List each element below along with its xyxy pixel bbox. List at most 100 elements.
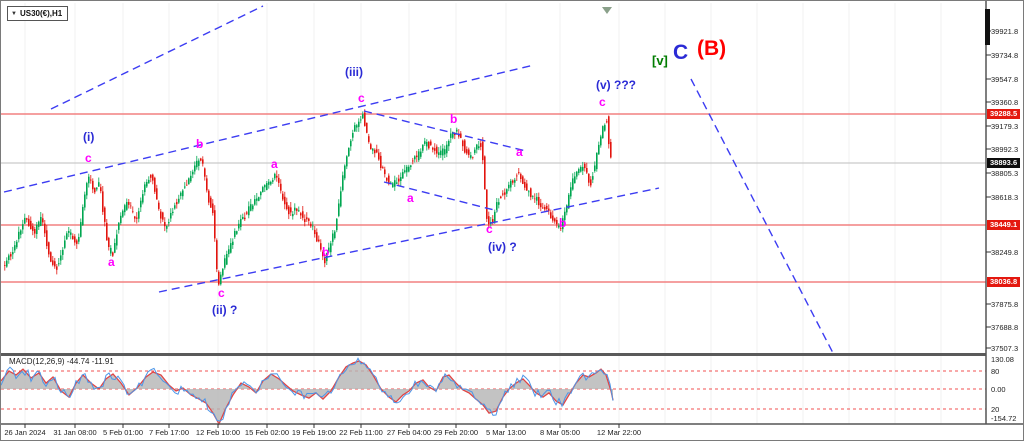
price-axis-label[interactable]: 37875.8: [991, 300, 1019, 309]
candle-body: [404, 170, 406, 173]
candle-body: [562, 218, 564, 230]
wave-annotation[interactable]: c: [85, 151, 92, 165]
candle-body: [286, 202, 288, 210]
candle-body: [430, 141, 432, 145]
macd-axis-label[interactable]: 20: [991, 405, 1000, 414]
candle-body: [494, 211, 496, 222]
candle-body: [412, 160, 414, 162]
candle-body: [204, 168, 206, 177]
candle-body: [578, 169, 580, 173]
candle-body: [4, 265, 6, 266]
wave-annotation[interactable]: a: [516, 145, 523, 159]
time-axis-label[interactable]: 15 Feb 02:00: [244, 428, 290, 437]
wave-annotation[interactable]: b: [559, 216, 567, 230]
candle-body: [198, 160, 200, 166]
time-axis-label[interactable]: 8 Mar 05:00: [539, 428, 581, 437]
time-axis-label[interactable]: 19 Feb 19:00: [291, 428, 337, 437]
wave-annotation[interactable]: c: [358, 91, 365, 105]
time-axis-label[interactable]: 22 Feb 11:00: [339, 428, 383, 437]
candle-body: [84, 194, 86, 208]
price-axis-label[interactable]: 38618.3: [991, 193, 1019, 202]
candle-body: [78, 237, 80, 242]
candle-body: [580, 167, 582, 172]
time-axis-label[interactable]: 29 Feb 20:00: [433, 428, 479, 437]
candle-body: [168, 222, 170, 224]
price-axis-label[interactable]: 38249.8: [991, 248, 1019, 257]
time-axis-label[interactable]: 5 Mar 13:00: [485, 428, 527, 437]
trendline[interactable]: [383, 181, 499, 212]
price-axis-label[interactable]: 39179.3: [991, 122, 1019, 131]
macd-histogram-fill: [1, 361, 613, 424]
time-axis-label[interactable]: 12 Feb 10:00: [195, 428, 241, 437]
symbol-selector[interactable]: ▼ US30(€),H1: [7, 6, 69, 21]
wave-annotation[interactable]: a: [271, 157, 278, 171]
candle-body: [572, 178, 574, 190]
candle-body: [238, 223, 240, 229]
wave-annotation[interactable]: b: [196, 137, 204, 151]
candle-body: [262, 187, 264, 192]
candle-body: [90, 179, 92, 181]
macd-axis-label[interactable]: 80: [991, 367, 1000, 376]
macd-axis-label[interactable]: 130.08: [991, 355, 1014, 364]
candle-body: [370, 144, 372, 150]
price-axis-label[interactable]: 37688.8: [991, 323, 1019, 332]
wave-annotation[interactable]: (B): [697, 37, 727, 60]
panel-separator[interactable]: [1, 353, 986, 356]
price-axis-label[interactable]: 39360.8: [991, 98, 1019, 107]
wave-annotation[interactable]: a: [108, 255, 115, 269]
time-axis-label[interactable]: 27 Feb 04:00: [386, 428, 432, 437]
price-axis-label[interactable]: 39921.8: [991, 27, 1019, 36]
candle-body: [384, 169, 386, 175]
candle-body: [470, 155, 472, 158]
wave-annotation[interactable]: [v]: [652, 53, 668, 68]
trendline[interactable]: [363, 110, 527, 152]
price-axis-label[interactable]: 39547.8: [991, 75, 1019, 84]
trendline[interactable]: [158, 187, 660, 293]
candle-body: [28, 218, 30, 226]
candle-body: [366, 122, 368, 133]
candle-body: [334, 231, 336, 239]
time-axis-label[interactable]: 5 Feb 01:00: [102, 428, 144, 437]
candle-body: [26, 218, 28, 220]
wave-annotation[interactable]: c: [599, 95, 606, 109]
wave-annotation[interactable]: (iii): [345, 65, 363, 79]
candle-body: [414, 156, 416, 160]
wave-annotation[interactable]: (v) ???: [596, 78, 636, 92]
price-axis-label[interactable]: 38992.3: [991, 145, 1019, 154]
candle-body: [56, 266, 58, 270]
candle-body: [432, 147, 434, 150]
trendline[interactable]: [50, 5, 264, 110]
wave-annotation[interactable]: c: [218, 286, 225, 300]
price-axis-label[interactable]: 37507.3: [991, 344, 1019, 353]
candle-body: [110, 247, 112, 254]
wave-annotation[interactable]: b: [322, 245, 330, 259]
time-axis-label[interactable]: 7 Feb 17:00: [148, 428, 190, 437]
trendline[interactable]: [3, 64, 535, 193]
time-axis-label[interactable]: 26 Jan 2024: [4, 428, 46, 437]
price-axis-label[interactable]: 38805.3: [991, 169, 1019, 178]
wave-annotation[interactable]: (iv) ?: [488, 240, 517, 254]
wave-annotation[interactable]: C: [673, 41, 689, 64]
price-axis-label[interactable]: 39734.8: [991, 51, 1019, 60]
time-axis-label[interactable]: 31 Jan 08:00: [53, 428, 97, 437]
macd-axis-label[interactable]: 0.00: [991, 385, 1006, 394]
candle-body: [272, 180, 274, 182]
wave-annotation[interactable]: b: [450, 112, 458, 126]
candle-body: [472, 157, 474, 158]
candle-body: [304, 219, 306, 222]
wave-annotation[interactable]: c: [486, 222, 493, 236]
wave-annotation[interactable]: a: [407, 191, 414, 205]
candle-body: [606, 121, 608, 123]
candle-body: [364, 112, 366, 126]
time-axis-label[interactable]: 12 Mar 22:00: [596, 428, 642, 437]
candle-body: [236, 231, 238, 234]
macd-axis-label[interactable]: -154.72: [991, 414, 1017, 423]
axis-scrollbar[interactable]: [985, 9, 990, 45]
candle-body: [560, 228, 562, 229]
trendline[interactable]: [690, 78, 834, 354]
wave-annotation[interactable]: (i): [83, 130, 95, 144]
candle-body: [466, 149, 468, 154]
candle-body: [280, 183, 282, 191]
wave-annotation[interactable]: (ii) ?: [212, 303, 238, 317]
